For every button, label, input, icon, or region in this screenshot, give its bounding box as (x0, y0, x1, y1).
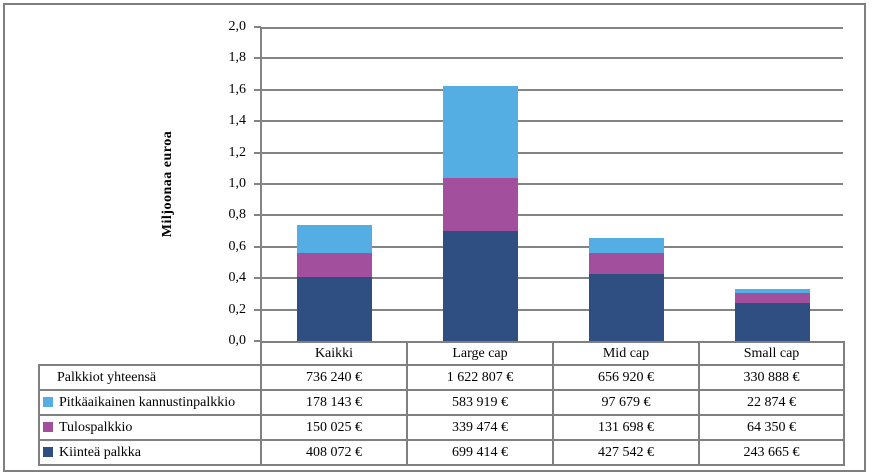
bar-segment (443, 86, 518, 178)
bar-segment (443, 231, 518, 341)
bar-large-cap (443, 86, 518, 341)
y-axis-tick-mark (254, 340, 261, 342)
row-label: Palkkiot yhteensä (38, 364, 262, 391)
bar-segment (589, 253, 664, 274)
bar-segment (443, 178, 518, 231)
y-axis-tick-label: 1,6 (228, 82, 247, 97)
y-axis-tick-label: 2,0 (228, 19, 247, 34)
gridline (262, 183, 843, 185)
value-cell: 243 665 € (698, 439, 845, 466)
y-axis-tick-mark (254, 183, 261, 185)
column-header: Kaikki (260, 341, 408, 366)
y-axis-tick-mark (254, 120, 261, 122)
value-cell: 330 888 € (698, 364, 845, 391)
value-cell: 97 679 € (552, 389, 700, 416)
y-axis-tick-label: 0,2 (228, 302, 247, 317)
y-axis-tick-mark (254, 57, 261, 59)
gridline (262, 57, 843, 59)
gridline (262, 120, 843, 122)
bar-small-cap (735, 289, 810, 341)
bar-segment (297, 277, 372, 341)
value-cell: 1 622 807 € (406, 364, 554, 391)
y-axis-tick-mark (254, 26, 261, 28)
value-cell: 656 920 € (552, 364, 700, 391)
y-axis-tick-mark (254, 309, 261, 311)
column-header: Mid cap (552, 341, 700, 366)
bar-segment (589, 238, 664, 253)
column-header: Large cap (406, 341, 554, 366)
bar-kaikki (297, 225, 372, 341)
value-cell: 22 874 € (698, 389, 845, 416)
column-header: Small cap (698, 341, 845, 366)
y-axis-title: Miljoonaa euroa (160, 130, 175, 238)
data-table: Kaikki Large cap Mid cap Small cap Palkkiot … (38, 341, 845, 466)
y-axis-tick-label: 1,8 (228, 50, 247, 65)
bar-mid-cap (589, 238, 664, 341)
gridline (262, 246, 843, 248)
bar-segment (589, 274, 664, 341)
legend-swatch-icon (43, 396, 53, 407)
value-cell: 339 474 € (406, 414, 554, 441)
y-axis-tick-label: 1,0 (228, 176, 247, 191)
value-cell: 408 072 € (260, 439, 408, 466)
gridline (262, 27, 843, 29)
y-axis-tick-mark (254, 277, 261, 279)
value-cell: 178 143 € (260, 389, 408, 416)
y-axis-tick-label: 0,6 (228, 239, 247, 254)
bar-segment (735, 303, 810, 341)
legend-swatch-icon (43, 446, 53, 457)
value-cell: 583 919 € (406, 389, 554, 416)
y-axis-tick-label: 1,2 (228, 145, 247, 160)
row-label: Pitkäaikainen kannustinpalkkio (38, 389, 262, 416)
y-axis-tick-mark (254, 246, 261, 248)
bar-segment (297, 225, 372, 253)
gridline (262, 309, 843, 311)
y-axis-tick-label: 0,4 (228, 270, 247, 285)
gridline (262, 152, 843, 154)
bar-segment (735, 289, 810, 293)
row-label: Tulospalkkio (38, 414, 262, 441)
value-cell: 699 414 € (406, 439, 554, 466)
bar-segment (297, 253, 372, 277)
table-header-row: Kaikki Large cap Mid cap Small cap (39, 341, 845, 366)
y-axis-tick-mark (254, 89, 261, 91)
value-cell: 150 025 € (260, 414, 408, 441)
row-label: Kiinteä palkka (38, 439, 262, 466)
value-cell: 64 350 € (698, 414, 845, 441)
table-row: Kiinteä palkka 408 072 €699 414 €427 542 … (38, 439, 845, 466)
y-axis-tick-label: 1,4 (228, 113, 247, 128)
table-row: Pitkäaikainen kannustinpalkkio 178 143 €5… (38, 389, 845, 416)
gridline (262, 89, 843, 91)
value-cell: 131 698 € (552, 414, 700, 441)
plot-area (260, 27, 843, 341)
gridline (262, 214, 843, 216)
bar-segment (735, 293, 810, 303)
gridline (262, 277, 843, 279)
y-axis-tick-label: 0,8 (228, 207, 247, 222)
y-axis-tick-label: 0,0 (228, 333, 247, 348)
value-cell: 427 542 € (552, 439, 700, 466)
legend-swatch-icon (43, 421, 53, 432)
table-row: Palkkiot yhteensä 736 240 €1 622 807 €656… (38, 364, 845, 391)
y-axis-tick-mark (254, 152, 261, 154)
y-axis-tick-mark (254, 214, 261, 216)
value-cell: 736 240 € (260, 364, 408, 391)
table-row: Tulospalkkio 150 025 €339 474 €131 698 €6… (38, 414, 845, 441)
